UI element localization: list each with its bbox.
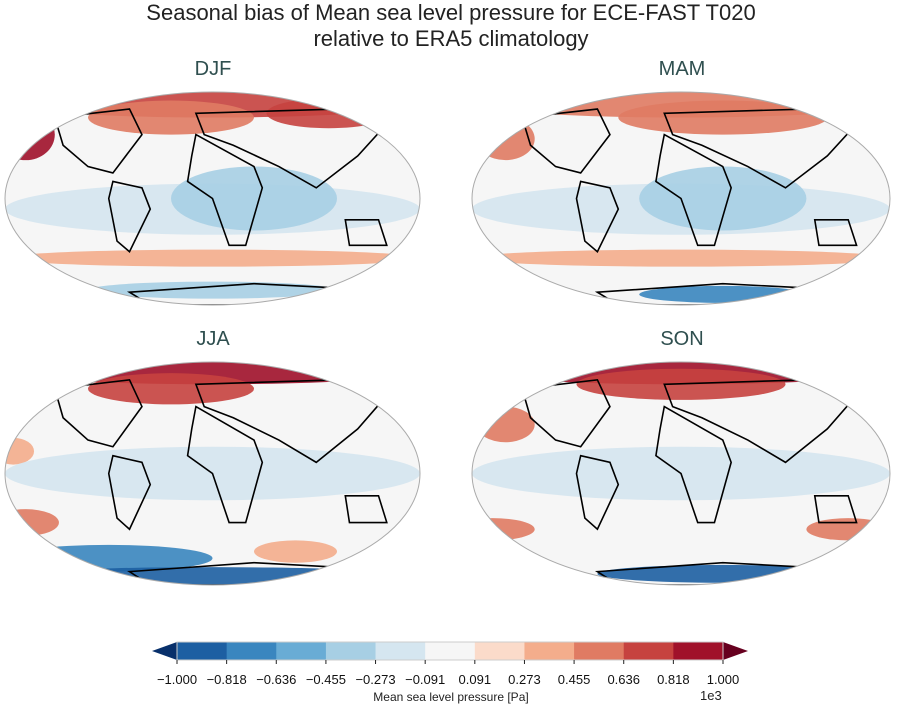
coastline [655,405,733,524]
bias-region [476,406,535,443]
colorbar-segment [673,642,724,660]
coastline [655,133,733,247]
panel-title-son: SON [660,328,704,350]
map-boundary [471,361,891,586]
colorbar-label: Mean sea level pressure [Pa] [373,690,529,704]
colorbar-extend-low [152,642,177,660]
map-jja [5,362,420,585]
colorbar-tick-label: −1.000 [156,672,198,687]
coastline [186,405,264,524]
coastline [53,378,143,448]
colorbar-segment [226,642,277,660]
colorbar-tick-label: 1.000 [706,672,740,687]
bias-region [5,437,35,465]
colorbar-segment [623,642,674,660]
colorbar-tick-label: 0.636 [607,672,640,687]
colorbar-segment [276,642,327,660]
colorbar-segment [375,642,426,660]
panel-title-djf: DJF [194,58,232,80]
coastline [521,378,611,448]
map-boundary [4,91,421,306]
bias-region [639,166,807,231]
coastline [107,180,152,254]
colorbar-segment [524,642,575,660]
bias-region [254,540,337,563]
bias-region [472,249,890,267]
coastline [344,495,388,524]
bias-region [88,100,254,135]
coastline [344,219,388,247]
coastline [813,495,858,524]
bias-region [88,281,337,299]
colorbar-tick-label: −0.273 [355,672,396,687]
colorbar-tick-label: 0.455 [557,672,591,687]
colorbar-frame [176,641,724,661]
bias-region [5,249,420,267]
coastline [186,133,264,247]
colorbar-segment [474,642,525,660]
colorbar-multiplier: 1e3 [700,688,722,703]
coastline [107,454,152,531]
bias-region [618,100,828,135]
bias-region [266,98,391,129]
colorbar-segment [425,642,476,660]
colorbar-tick-label: −0.455 [305,672,346,687]
bias-region [88,373,254,405]
map-son [472,362,890,585]
panel-title-mam: MAM [658,58,706,80]
bias-region [171,166,337,231]
colorbar-extend-high [723,642,748,660]
coastline [575,180,620,254]
colorbar-tick-label: −0.091 [405,672,446,687]
colorbar-segment [177,642,228,660]
coastline [53,108,143,174]
map-boundary [4,361,421,586]
colorbar-tick-label: 0.818 [657,672,690,687]
colorbar-segment [325,642,377,660]
bias-region [5,567,420,585]
bias-region [597,564,849,583]
map-boundary [471,91,891,306]
colorbar-tick-label: −0.818 [206,672,247,687]
figure-title-line1: Seasonal bias of Mean sea level pressure… [146,0,756,25]
coastline [521,108,611,174]
bias-region [476,117,535,161]
map-mam [472,92,890,305]
colorbar-tick-label: 0.091 [458,672,492,687]
coastline [813,219,858,247]
colorbar-tick-label: 0.273 [508,672,541,687]
panel-title-jja: JJA [196,328,230,350]
coastline [575,454,620,531]
colorbar-segment [574,642,625,660]
colorbar-tick-label: −0.636 [256,672,297,687]
figure-title-line2: relative to ERA5 climatology [313,26,589,51]
